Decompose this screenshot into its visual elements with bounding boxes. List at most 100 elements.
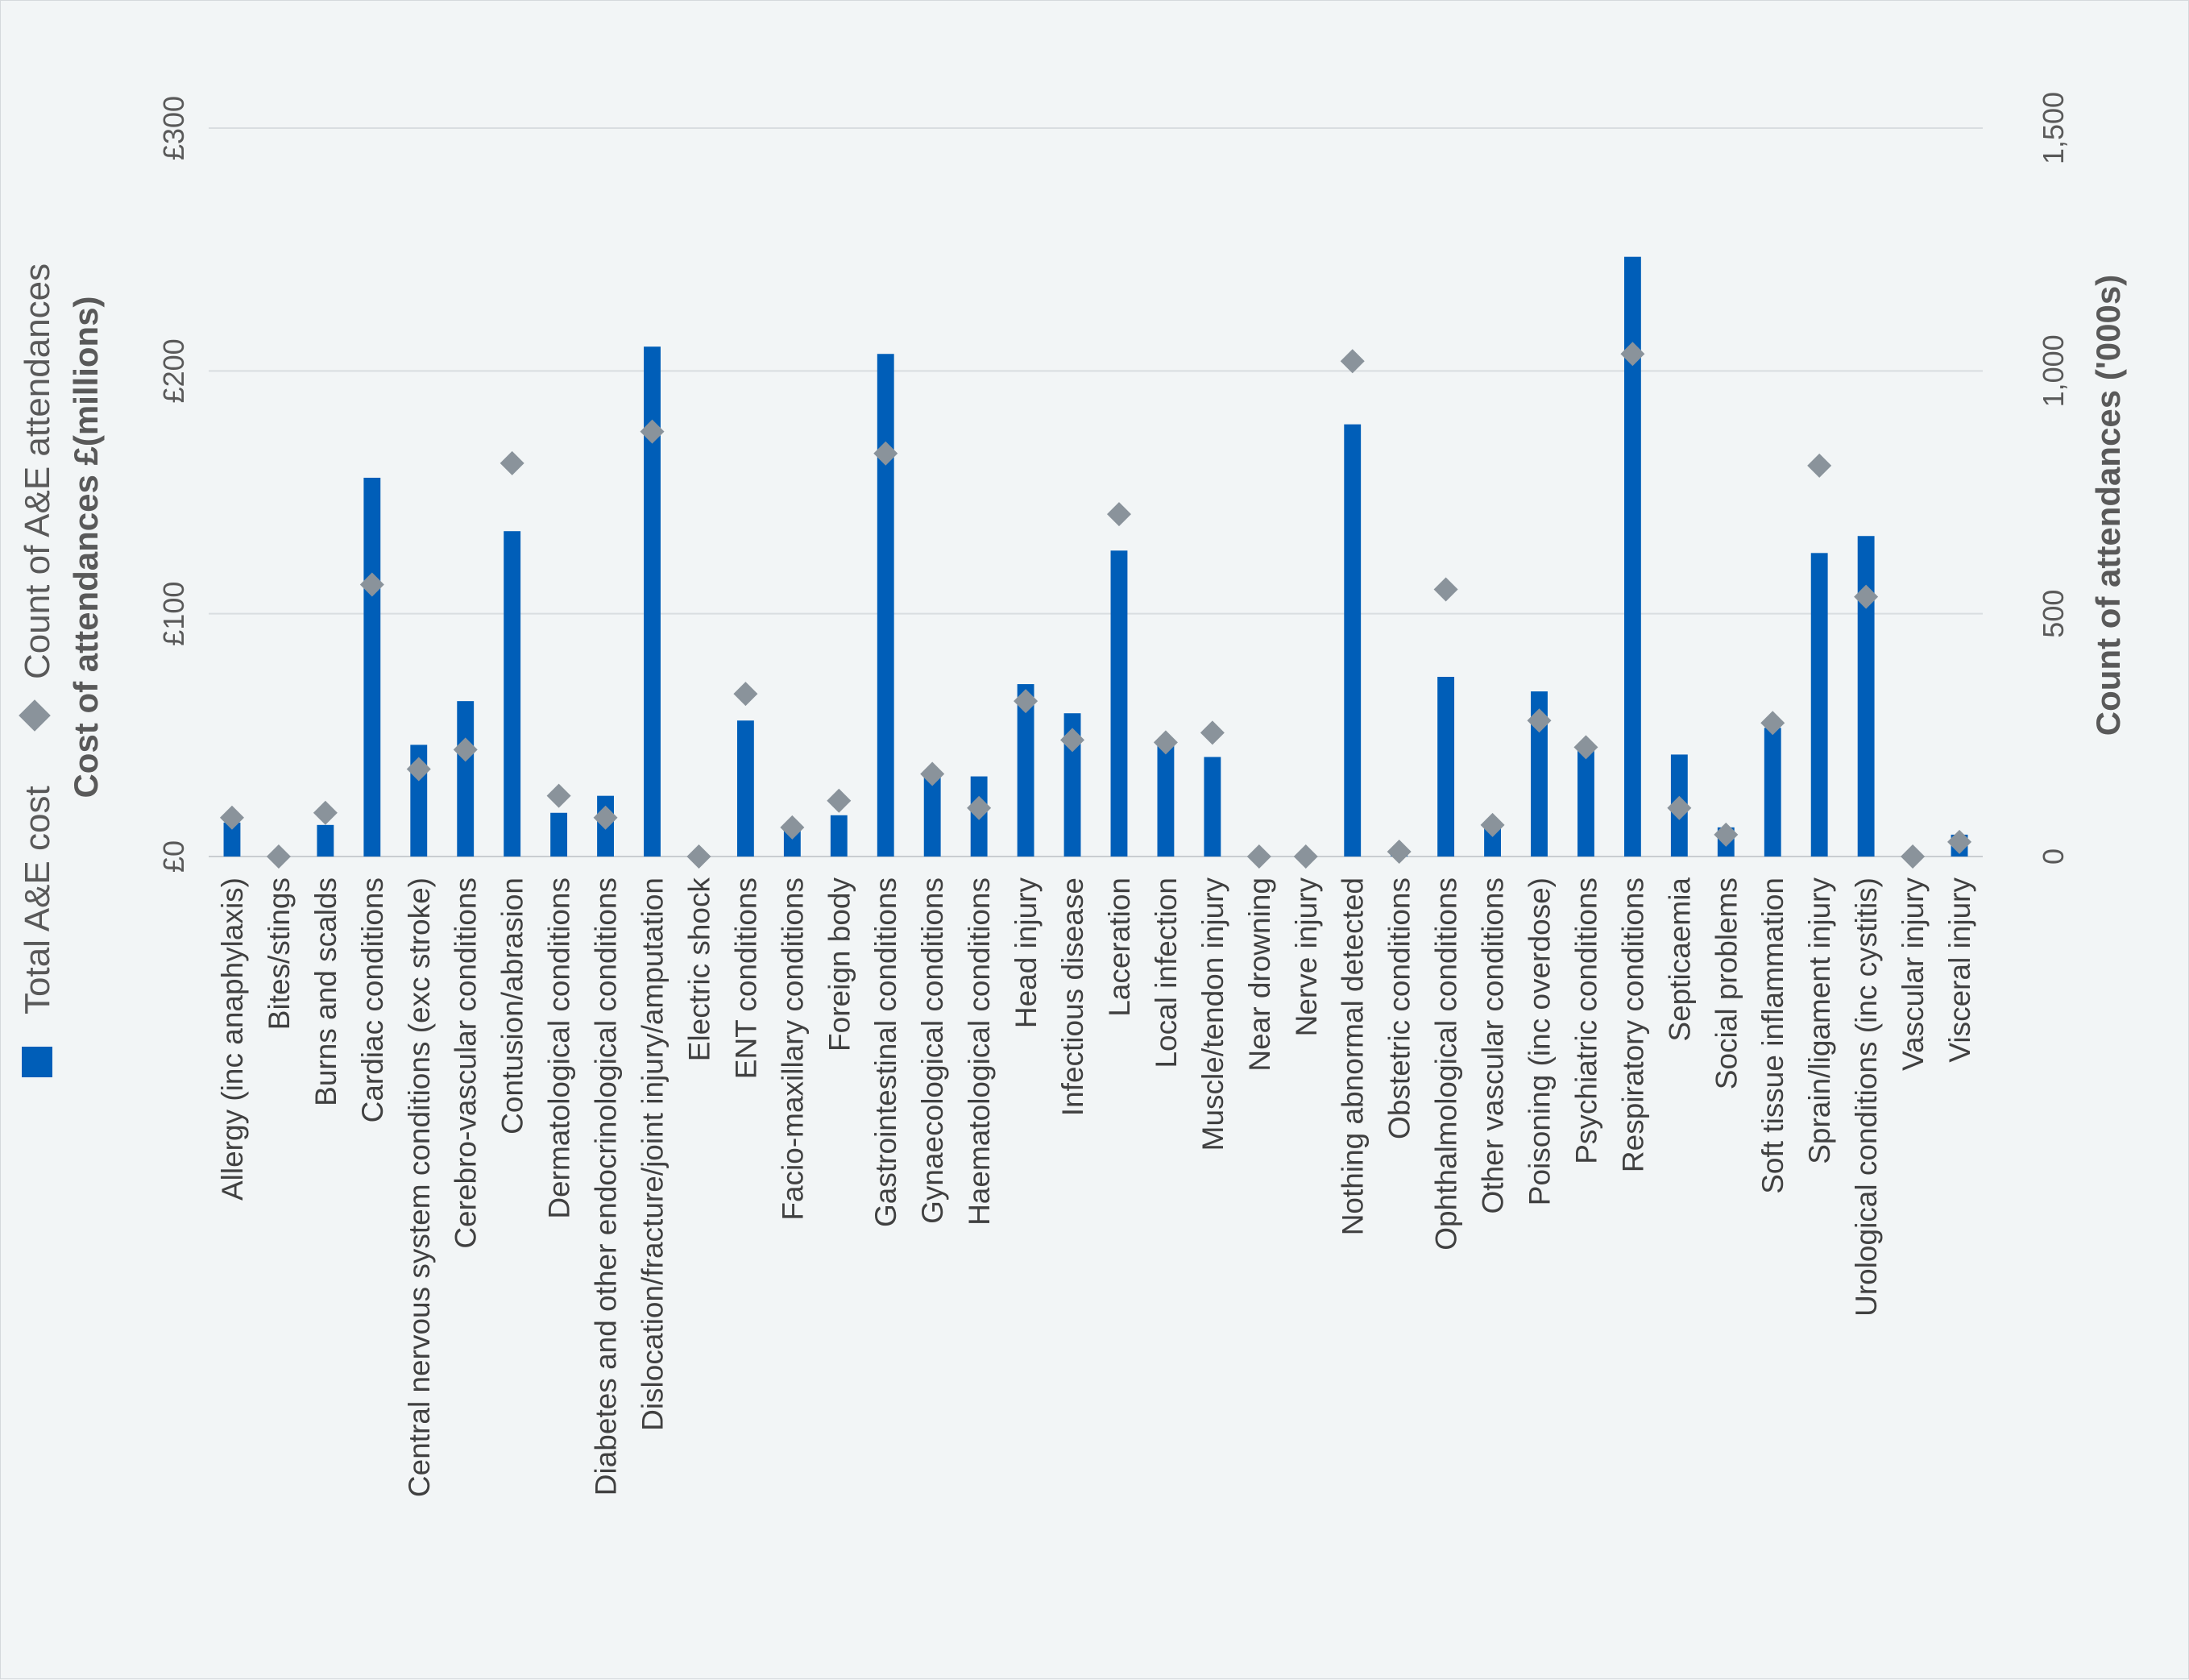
marker: [1480, 812, 1505, 837]
marker: [733, 682, 758, 707]
bar: [223, 822, 241, 857]
left-axis-tick-label: £100: [157, 582, 190, 646]
category-label: Cardiac conditions: [356, 877, 389, 1122]
marker: [500, 450, 524, 475]
category-label: Near drowning: [1243, 877, 1276, 1072]
bar: [923, 771, 941, 857]
legend-swatch-bar: [22, 1047, 52, 1077]
category-label: Vascular injury: [1897, 877, 1930, 1071]
bar: [1764, 728, 1781, 857]
category-label: Muscle/tendon injury: [1196, 877, 1229, 1151]
category-label: Dermatological conditions: [543, 877, 576, 1219]
marker: [920, 761, 945, 786]
marker: [359, 572, 384, 597]
legend-label-attendances: Count of A&E attendances: [18, 263, 57, 679]
category-label: Diabetes and other endocrinological cond…: [590, 877, 623, 1495]
category-label: Visceral injury: [1943, 877, 1976, 1063]
category-label: Septicaemia: [1663, 877, 1696, 1042]
category-label: Electric shock: [682, 877, 715, 1062]
category-label: Cerebro-vascular conditions: [450, 877, 483, 1249]
marker: [1901, 844, 1926, 869]
bar: [1810, 553, 1828, 857]
bar: [877, 354, 894, 857]
bar: [504, 531, 521, 857]
marker: [219, 805, 244, 830]
category-axis-labels: Allergy (inc anaphylaxis) Bites/stings Bur…: [216, 877, 1976, 1498]
legend-label-total-cost: Total A&E cost: [18, 786, 57, 1014]
marker: [313, 800, 338, 825]
marker: [967, 795, 992, 820]
left-axis-tick-label: £0: [157, 840, 190, 873]
legend: Total A&E cost Count of A&E attendances: [18, 263, 57, 1077]
marker: [1807, 453, 1832, 478]
category-label: Contusion/abrasion: [496, 877, 529, 1135]
marker: [1620, 342, 1645, 367]
marker: [686, 844, 711, 869]
marker: [1947, 829, 1972, 854]
category-label: Obstetric conditions: [1383, 877, 1416, 1139]
marker: [1433, 577, 1458, 602]
bar: [317, 824, 334, 857]
category-label: Gastrointestinal conditions: [869, 877, 902, 1227]
marker: [546, 783, 571, 808]
bar: [457, 701, 475, 857]
marker: [1527, 708, 1552, 733]
category-label: Haematological conditions: [963, 877, 996, 1226]
category-label: Nerve injury: [1290, 877, 1323, 1037]
category-label: Ophthalmological conditions: [1430, 877, 1463, 1251]
right-axis-ticks: 0 500 1,000 1,500: [2037, 92, 2070, 865]
bar: [1437, 677, 1455, 857]
bar: [1531, 691, 1548, 857]
marker-series-attendances: [219, 342, 1972, 869]
category-label: Gynaecological conditions: [916, 877, 949, 1224]
marker: [1293, 844, 1318, 869]
marker: [1387, 839, 1412, 864]
marker: [1714, 822, 1739, 847]
marker: [1060, 728, 1085, 753]
left-axis-tick-label: £200: [157, 338, 190, 403]
bar-series-total-cost: [223, 256, 1968, 857]
marker: [1246, 844, 1271, 869]
bar: [1157, 740, 1175, 857]
category-label: Nothing abnormal detected: [1337, 877, 1370, 1235]
category-label: Foreign body: [823, 877, 856, 1052]
marker: [1106, 502, 1131, 527]
bar: [1857, 536, 1875, 857]
bar: [550, 812, 568, 857]
category-label: Urological conditions (inc cystitis): [1850, 877, 1883, 1317]
category-label: Facio-maxillary conditions: [776, 877, 809, 1221]
category-label: Poisoning (inc overdose): [1524, 877, 1557, 1205]
bar: [363, 477, 381, 857]
category-label: Respiratory conditions: [1616, 877, 1649, 1172]
left-axis-ticks: £0 £100 £200 £300: [157, 96, 190, 873]
marker: [593, 805, 618, 830]
marker: [1573, 735, 1598, 760]
category-label: Local infection: [1150, 877, 1183, 1068]
bar: [736, 720, 754, 857]
bar: [830, 815, 848, 857]
marker: [780, 815, 805, 840]
category-label: Dislocation/fracture/joint injury/amputa…: [636, 877, 670, 1431]
legend-swatch-marker: [19, 699, 51, 732]
category-label: Social problems: [1710, 877, 1743, 1089]
bar: [1017, 684, 1034, 857]
marker: [1014, 689, 1039, 714]
marker: [1340, 349, 1365, 374]
bar: [1344, 424, 1362, 857]
marker: [827, 788, 852, 813]
category-label: Sprain/ligament injury: [1803, 877, 1836, 1164]
right-axis-tick-label: 1,500: [2037, 92, 2070, 164]
left-axis-title: Cost of attendances £(millions): [67, 296, 105, 798]
category-label: ENT conditions: [729, 877, 762, 1079]
right-axis-tick-label: 1,000: [2037, 334, 2070, 407]
category-label: Central nervous system conditions (exc s…: [403, 877, 436, 1497]
right-axis-title: Count of attendances ('000s): [2089, 275, 2127, 736]
marker: [640, 419, 665, 444]
right-axis-tick-label: 500: [2037, 590, 2070, 638]
category-label: Infectious disease: [1056, 877, 1089, 1116]
marker: [1854, 584, 1879, 609]
marker: [453, 737, 478, 762]
category-label: Burns and scalds: [309, 877, 342, 1106]
